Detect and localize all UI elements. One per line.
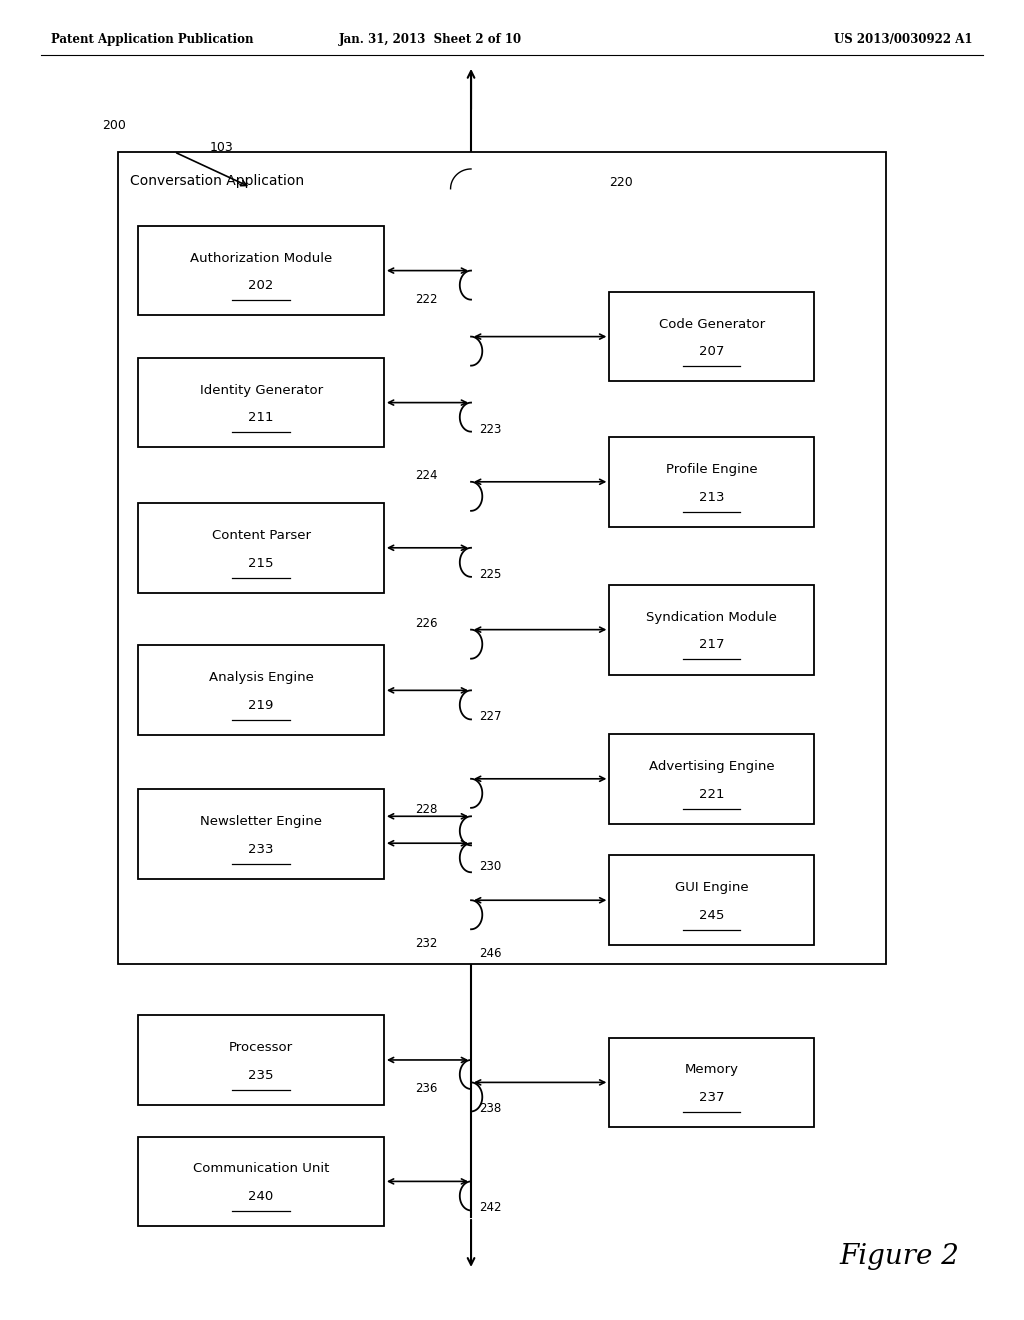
Text: Content Parser: Content Parser [212, 529, 310, 541]
Bar [138, 1137, 384, 1226]
Text: Memory: Memory [685, 1064, 738, 1076]
Text: 246: 246 [479, 946, 502, 960]
Bar [609, 585, 814, 675]
Text: Newsletter Engine: Newsletter Engine [200, 816, 323, 828]
Text: Authorization Module: Authorization Module [190, 252, 332, 264]
Text: 223: 223 [479, 422, 502, 436]
Text: 245: 245 [699, 909, 724, 921]
Text: Advertising Engine: Advertising Engine [649, 760, 774, 772]
Bar [609, 437, 814, 527]
Text: 222: 222 [415, 293, 437, 306]
Text: 240: 240 [249, 1191, 273, 1203]
Text: 217: 217 [699, 639, 724, 651]
Text: 230: 230 [479, 861, 502, 874]
Text: 215: 215 [249, 557, 273, 569]
Text: GUI Engine: GUI Engine [675, 882, 749, 894]
Text: Identity Generator: Identity Generator [200, 384, 323, 396]
Text: 242: 242 [479, 1201, 502, 1214]
Text: Processor: Processor [229, 1041, 293, 1053]
Text: 227: 227 [479, 710, 502, 723]
Text: Analysis Engine: Analysis Engine [209, 672, 313, 684]
Text: Jan. 31, 2013  Sheet 2 of 10: Jan. 31, 2013 Sheet 2 of 10 [339, 33, 521, 46]
Text: 103: 103 [210, 141, 233, 154]
Bar [138, 645, 384, 735]
Bar [609, 1038, 814, 1127]
Bar [138, 226, 384, 315]
Text: 232: 232 [415, 937, 437, 950]
Text: 228: 228 [415, 803, 437, 816]
Text: Conversation Application: Conversation Application [130, 174, 304, 187]
Text: 221: 221 [699, 788, 724, 800]
Text: 237: 237 [699, 1092, 724, 1104]
Text: 202: 202 [249, 280, 273, 292]
Bar [138, 1015, 384, 1105]
Text: Code Generator: Code Generator [658, 318, 765, 330]
Text: Communication Unit: Communication Unit [193, 1163, 330, 1175]
Text: 224: 224 [415, 469, 437, 482]
Text: 207: 207 [699, 346, 724, 358]
Text: Profile Engine: Profile Engine [666, 463, 758, 475]
Text: 213: 213 [699, 491, 724, 503]
Bar [609, 292, 814, 381]
Text: Patent Application Publication: Patent Application Publication [51, 33, 254, 46]
Bar [138, 503, 384, 593]
Text: 226: 226 [415, 616, 437, 630]
Text: Figure 2: Figure 2 [840, 1243, 959, 1270]
Text: 233: 233 [249, 843, 273, 855]
Text: 219: 219 [249, 700, 273, 711]
Text: 235: 235 [249, 1069, 273, 1081]
Bar [138, 358, 384, 447]
Text: 200: 200 [102, 119, 126, 132]
Bar [609, 734, 814, 824]
Text: US 2013/0030922 A1: US 2013/0030922 A1 [835, 33, 973, 46]
Text: 220: 220 [609, 176, 633, 189]
Text: 211: 211 [249, 412, 273, 424]
Text: Syndication Module: Syndication Module [646, 611, 777, 623]
Text: 238: 238 [479, 1102, 502, 1115]
Bar [138, 789, 384, 879]
Bar [609, 855, 814, 945]
Text: 225: 225 [479, 568, 502, 581]
Text: 236: 236 [415, 1082, 437, 1096]
Bar [118, 152, 886, 964]
